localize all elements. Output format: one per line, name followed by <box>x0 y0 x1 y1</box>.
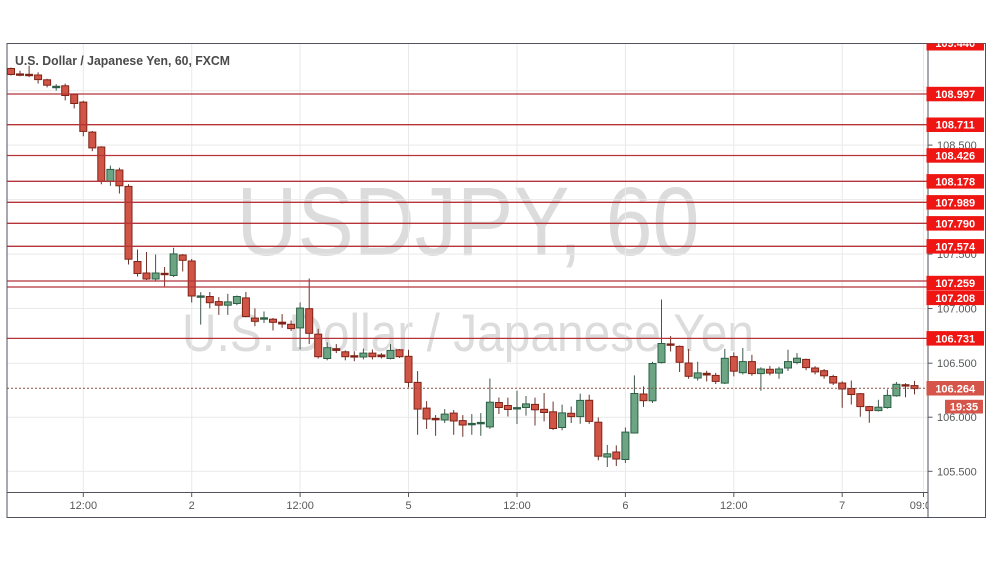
svg-text:106.500: 106.500 <box>937 358 977 370</box>
svg-text:108.711: 108.711 <box>936 120 975 132</box>
svg-text:19:35: 19:35 <box>950 402 978 414</box>
svg-text:107.259: 107.259 <box>935 278 975 290</box>
svg-text:12:00: 12:00 <box>70 500 98 512</box>
svg-text:09:00: 09:00 <box>910 500 938 512</box>
svg-text:108.178: 108.178 <box>935 176 975 188</box>
svg-text:109.440: 109.440 <box>935 38 975 50</box>
svg-text:105.500: 105.500 <box>937 466 977 478</box>
svg-text:12:00: 12:00 <box>286 500 314 512</box>
svg-text:U.S. Dollar / Japanese Yen, 60: U.S. Dollar / Japanese Yen, 60, FXCM <box>15 53 230 68</box>
svg-text:108.426: 108.426 <box>935 151 975 163</box>
svg-text:107.574: 107.574 <box>935 241 976 253</box>
svg-text:USDJPY, 60: USDJPY, 60 <box>237 167 700 276</box>
svg-text:12:00: 12:00 <box>720 500 748 512</box>
svg-text:7: 7 <box>839 500 845 512</box>
svg-text:12:00: 12:00 <box>503 500 531 512</box>
svg-text:107.000: 107.000 <box>937 304 977 316</box>
svg-text:107.989: 107.989 <box>935 197 975 209</box>
svg-text:108.997: 108.997 <box>935 89 975 101</box>
svg-text:107.208: 107.208 <box>935 293 975 305</box>
svg-text:6: 6 <box>622 500 628 512</box>
svg-text:U.S. Dollar / Japanese Yen: U.S. Dollar / Japanese Yen <box>182 304 754 363</box>
svg-text:107.790: 107.790 <box>935 218 975 230</box>
svg-text:5: 5 <box>405 500 411 512</box>
svg-text:106.264: 106.264 <box>935 383 976 395</box>
svg-text:2: 2 <box>189 500 195 512</box>
svg-text:106.731: 106.731 <box>935 333 975 345</box>
svg-text:106.000: 106.000 <box>937 412 977 424</box>
